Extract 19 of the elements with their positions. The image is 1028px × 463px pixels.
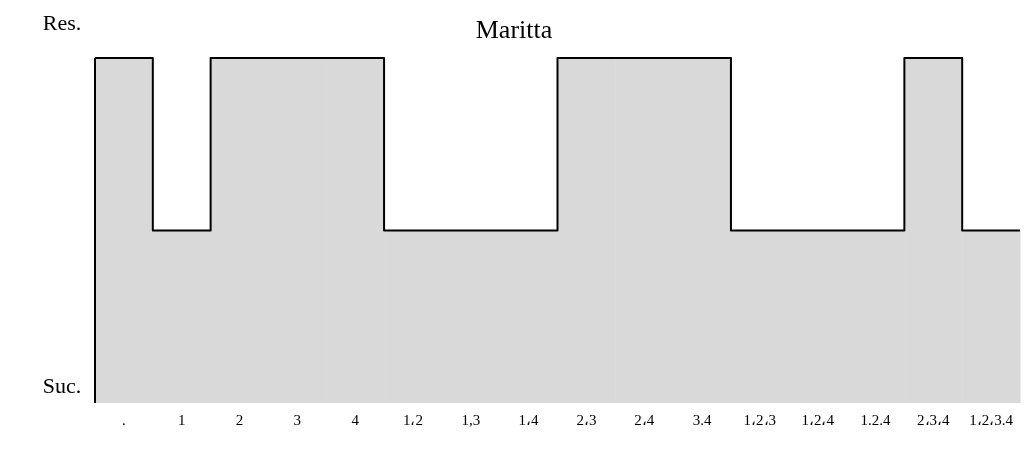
- x-tick-label: 3.4: [692, 412, 712, 428]
- x-tick-label: 1،2،4: [801, 412, 835, 428]
- text: Res.: [42, 10, 82, 35]
- x-tick-label: 1,3: [461, 412, 481, 428]
- x-tick-label: 3: [293, 412, 302, 428]
- x-tick-label: 2: [235, 412, 244, 428]
- x-tick-label: 2،3: [576, 412, 597, 428]
- x-tick-label: .: [122, 412, 126, 428]
- x-tick-label: 2،3،4: [917, 412, 951, 428]
- chart-title: Maritta: [475, 15, 553, 44]
- x-tick-label: 1،4: [518, 412, 540, 428]
- x-tick-label: 1،2: [402, 412, 423, 428]
- x-tick-label: 1.2.4: [860, 412, 891, 428]
- x-tick-label: 1: [177, 412, 186, 428]
- text: Suc.: [42, 373, 82, 398]
- x-tick-label: 1،2،3.4: [969, 412, 1014, 428]
- x-tick-label: 2،4: [634, 412, 655, 428]
- x-tick-label: 1،2،3: [743, 412, 777, 428]
- x-tick-label: 4: [351, 412, 360, 428]
